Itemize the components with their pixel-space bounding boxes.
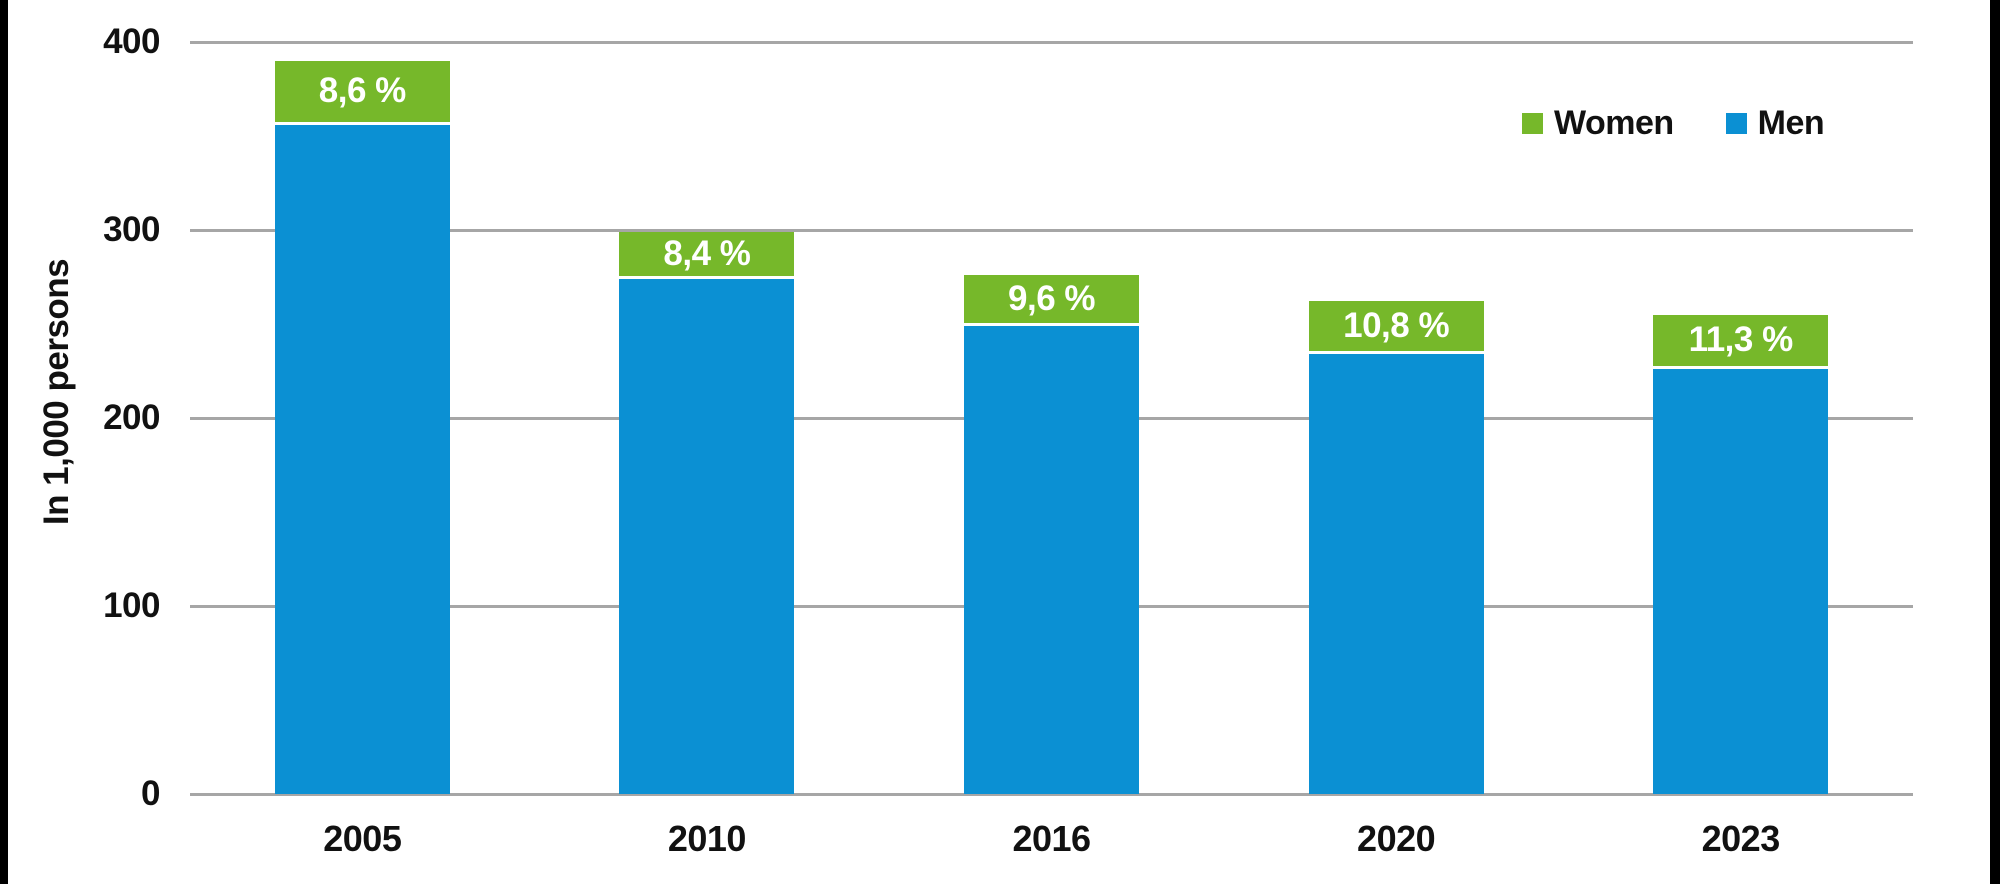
men-segment-2023 (1653, 369, 1829, 794)
bar-2005: 8,6 % (274, 60, 450, 794)
women-segment-2020: 10,8 % (1308, 301, 1484, 355)
plot-area: 8,6 % 8,4 % 9,6 % 10,8 % 11,3 % (190, 40, 1913, 796)
y-tick-label: 200 (103, 398, 160, 437)
women-share-label: 10,8 % (1343, 306, 1450, 346)
bar-2020: 10,8 % (1308, 301, 1484, 794)
legend: Women Men (1522, 104, 1825, 143)
x-tick-label-2016: 2016 (1012, 818, 1091, 859)
women-segment-2023: 11,3 % (1653, 314, 1829, 370)
x-tick-label-2005: 2005 (323, 818, 402, 859)
y-tick-label: 300 (103, 210, 160, 249)
legend-item-men: Men (1725, 104, 1825, 143)
legend-label-men: Men (1757, 104, 1825, 142)
gridline (190, 228, 1913, 232)
y-tick-label: 100 (103, 586, 160, 625)
women-segment-2010: 8,4 % (619, 231, 795, 279)
women-segment-2005: 8,6 % (274, 60, 450, 125)
x-tick-label-2020: 2020 (1357, 818, 1436, 859)
x-axis-line (190, 792, 1913, 796)
bar-2010: 8,4 % (619, 231, 795, 794)
y-axis-title: In 1,000 persons (37, 258, 76, 526)
right-black-border (1990, 0, 2000, 884)
x-tick-label-2023: 2023 (1701, 818, 1781, 859)
women-share-label: 11,3 % (1688, 320, 1794, 360)
x-tick-label-2010: 2010 (667, 818, 747, 859)
men-segment-2010 (619, 278, 795, 794)
men-segment-2016 (964, 325, 1139, 794)
y-tick-label: 0 (141, 774, 160, 813)
women-swatch-icon (1522, 113, 1543, 134)
left-black-border (0, 0, 8, 884)
men-segment-2020 (1308, 354, 1484, 794)
legend-item-women: Women (1522, 104, 1674, 143)
y-tick-label: 400 (103, 22, 160, 61)
women-share-label: 8,4 % (663, 233, 751, 273)
legend-label-women: Women (1554, 104, 1674, 142)
gridline (190, 40, 1913, 44)
women-segment-2016: 9,6 % (964, 275, 1139, 326)
bar-2023: 11,3 % (1653, 314, 1829, 794)
women-share-label: 9,6 % (1008, 279, 1096, 319)
men-segment-2005 (274, 124, 450, 794)
men-swatch-icon (1725, 113, 1747, 134)
bar-2016: 9,6 % (964, 275, 1139, 794)
women-share-label: 8,6 % (318, 71, 407, 111)
